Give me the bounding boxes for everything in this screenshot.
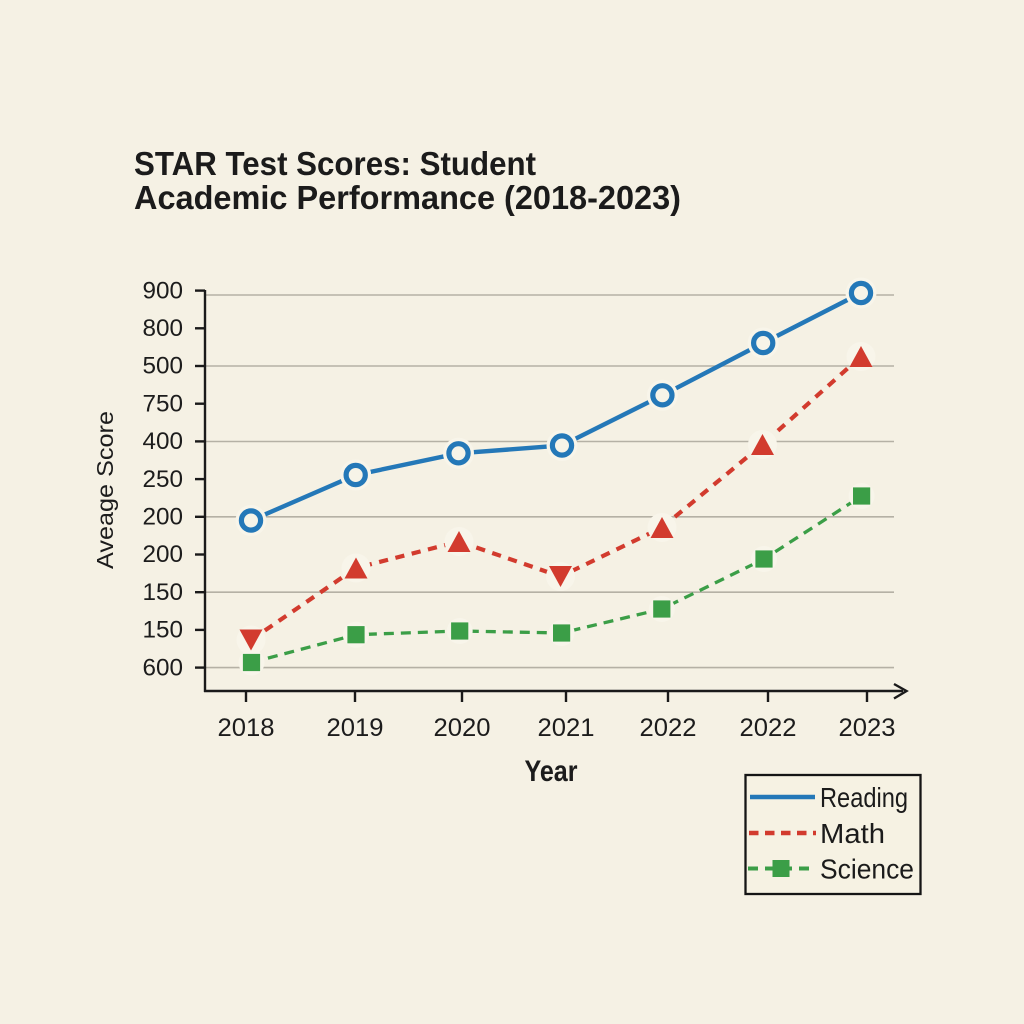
svg-text:Year: Year: [525, 755, 578, 788]
svg-text:2019: 2019: [327, 714, 384, 742]
svg-text:2023: 2023: [839, 714, 896, 742]
svg-text:2021: 2021: [538, 714, 595, 742]
svg-text:800: 800: [143, 315, 184, 342]
svg-text:Science: Science: [820, 854, 914, 885]
svg-text:Math: Math: [820, 818, 885, 849]
svg-text:2020: 2020: [434, 714, 491, 742]
svg-text:750: 750: [143, 390, 184, 417]
svg-text:400: 400: [143, 428, 184, 455]
svg-text:Reading: Reading: [820, 782, 908, 813]
svg-text:2018: 2018: [218, 714, 275, 742]
svg-text:2022: 2022: [640, 714, 697, 742]
svg-text:Aveage Score: Aveage Score: [92, 411, 118, 569]
svg-text:STAR Test Scores: Student: STAR Test Scores: Student: [134, 145, 536, 182]
svg-text:900: 900: [143, 277, 184, 304]
svg-text:2022: 2022: [740, 714, 797, 742]
svg-text:500: 500: [143, 353, 184, 380]
svg-text:600: 600: [143, 654, 184, 681]
svg-text:150: 150: [143, 579, 184, 606]
svg-text:150: 150: [143, 617, 184, 644]
svg-text:Academic Performance (2018-202: Academic Performance (2018-2023): [134, 179, 681, 216]
svg-text:250: 250: [143, 466, 184, 493]
svg-text:200: 200: [143, 541, 184, 568]
svg-text:200: 200: [143, 504, 184, 531]
